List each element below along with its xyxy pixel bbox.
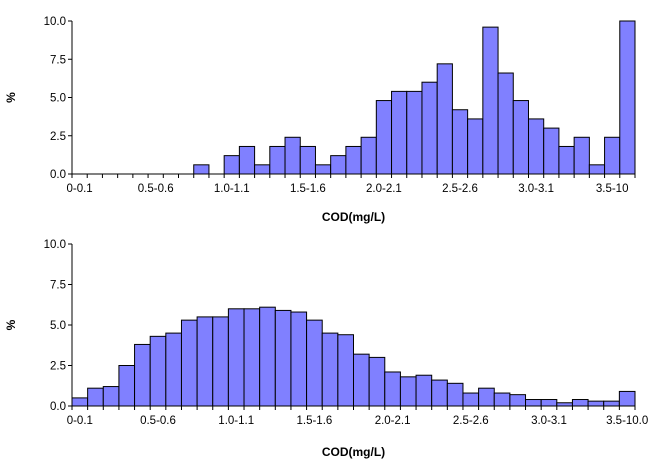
bar-25 bbox=[451, 109, 469, 175]
bar-13 bbox=[274, 309, 292, 407]
chart-1: 0.0 2.5 5.0 7.5 10.0 0-0.1 0.5-0.6 1.0-1.1 1.5-1… bbox=[4, 16, 636, 224]
bar-29 bbox=[525, 399, 542, 407]
bar-26 bbox=[478, 387, 495, 407]
bar-3 bbox=[118, 365, 136, 407]
bar-34 bbox=[603, 400, 620, 407]
bar-31 bbox=[543, 127, 560, 175]
bar-20 bbox=[384, 371, 401, 407]
y-tick-label: 7.5 bbox=[50, 280, 66, 292]
bar-34 bbox=[588, 164, 606, 175]
bar-36 bbox=[619, 20, 636, 175]
y-tick-label: 2.5 bbox=[50, 361, 66, 373]
bar-5 bbox=[149, 335, 167, 407]
x-tick-label: 2.5-2.6 bbox=[442, 183, 478, 195]
x-tick-label: 0.5-0.6 bbox=[138, 183, 174, 195]
y-tick-label: 5.0 bbox=[50, 320, 66, 332]
bar-11 bbox=[243, 308, 261, 407]
bar-21 bbox=[399, 376, 417, 407]
bar-14 bbox=[290, 311, 308, 407]
bar-30 bbox=[540, 399, 558, 407]
bar-22 bbox=[406, 90, 423, 175]
bar-10 bbox=[223, 155, 240, 175]
bar-2 bbox=[102, 386, 120, 407]
y-tick-label: 5.0 bbox=[50, 93, 66, 105]
x-tick-label: 1.0-1.1 bbox=[218, 415, 254, 427]
y-tick-label: 2.5 bbox=[50, 131, 66, 143]
bar-27 bbox=[493, 392, 511, 407]
bar-29 bbox=[512, 100, 529, 175]
bar-23 bbox=[421, 81, 438, 175]
bar-24 bbox=[446, 382, 464, 407]
bar-23 bbox=[431, 379, 448, 407]
bar-33 bbox=[587, 400, 605, 407]
bar-7 bbox=[180, 319, 198, 407]
bar-8 bbox=[193, 164, 210, 175]
bar-11 bbox=[238, 145, 256, 175]
x-tick-label: 3.5-10 bbox=[596, 183, 629, 195]
x-axis-title: COD(mg/L) bbox=[322, 210, 385, 224]
bar-6 bbox=[165, 332, 182, 407]
x-tick-label: 0.5-0.6 bbox=[140, 415, 176, 427]
bar-17 bbox=[330, 155, 347, 175]
bar-18 bbox=[353, 353, 370, 407]
x-tick-label: 2.0-2.1 bbox=[375, 415, 411, 427]
y-tick-label: 10.0 bbox=[44, 16, 66, 28]
x-tick-label: 1.5-1.6 bbox=[296, 415, 332, 427]
bar-16 bbox=[321, 332, 339, 407]
bar-19 bbox=[360, 136, 377, 175]
x-tick-label: 1.0-1.1 bbox=[214, 183, 250, 195]
x-tick-label: 2.5-2.6 bbox=[453, 415, 489, 427]
bar-30 bbox=[527, 118, 545, 175]
bar-0 bbox=[71, 397, 89, 407]
bar-27 bbox=[482, 26, 499, 175]
bar-32 bbox=[571, 399, 589, 407]
x-tick-label: 1.5-1.6 bbox=[290, 183, 326, 195]
bar-8 bbox=[196, 316, 214, 407]
bar-13 bbox=[269, 145, 286, 175]
bar-22 bbox=[415, 374, 433, 407]
x-tick-label: 0-0.1 bbox=[67, 415, 93, 427]
x-tick-label: 2.0-2.1 bbox=[366, 183, 402, 195]
bar-35 bbox=[618, 390, 636, 407]
y-axis-title: % bbox=[4, 319, 18, 330]
chart-2: 0.0 2.5 5.0 7.5 10.0 0-0.1 0.5-0.6 1.0-1.1 1.5-1… bbox=[4, 239, 648, 459]
bar-4 bbox=[134, 343, 151, 407]
y-tick-label: 7.5 bbox=[50, 54, 66, 66]
bar-24 bbox=[436, 63, 453, 175]
x-axis-title: COD(mg/L) bbox=[322, 445, 385, 459]
y-tick-label: 0.0 bbox=[50, 169, 66, 181]
x-tick-label: 3.5-10.0 bbox=[606, 415, 648, 427]
bar-21 bbox=[391, 90, 408, 175]
x-tick-label: 0-0.1 bbox=[66, 183, 92, 195]
bar-20 bbox=[375, 100, 393, 175]
bar-32 bbox=[558, 145, 575, 175]
y-tick-label: 0.0 bbox=[50, 401, 66, 413]
bar-18 bbox=[345, 145, 362, 175]
bar-16 bbox=[314, 164, 332, 175]
bar-12 bbox=[254, 164, 271, 175]
x-tick-label: 3.0-3.1 bbox=[518, 183, 554, 195]
bar-35 bbox=[604, 136, 621, 175]
bar-12 bbox=[259, 306, 276, 407]
bar-9 bbox=[212, 316, 229, 407]
bar-15 bbox=[299, 145, 316, 175]
bar-25 bbox=[462, 392, 480, 407]
x-tick-label: 3.0-3.1 bbox=[531, 415, 567, 427]
bar-33 bbox=[573, 136, 590, 175]
y-axis-title: % bbox=[4, 92, 18, 103]
bar-28 bbox=[497, 72, 514, 175]
bar-1 bbox=[87, 387, 104, 407]
bar-14 bbox=[284, 136, 301, 175]
bar-28 bbox=[509, 394, 527, 407]
bar-26 bbox=[467, 118, 484, 175]
bar-10 bbox=[227, 308, 245, 407]
bar-17 bbox=[337, 334, 354, 407]
bar-19 bbox=[368, 356, 386, 407]
y-tick-label: 10.0 bbox=[44, 239, 66, 251]
bar-15 bbox=[306, 319, 323, 407]
